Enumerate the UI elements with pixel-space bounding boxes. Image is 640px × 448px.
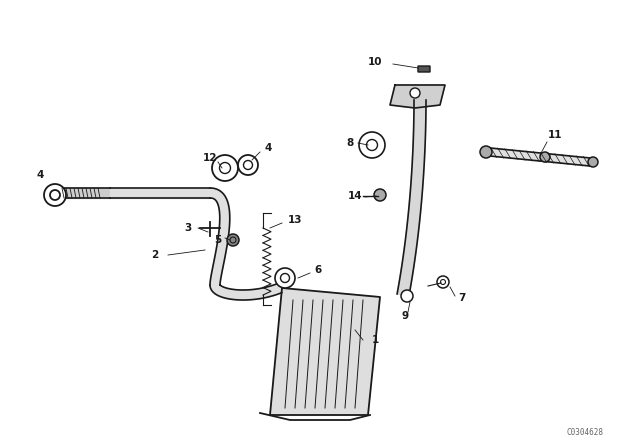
Circle shape [50, 190, 60, 200]
Circle shape [588, 157, 598, 167]
Circle shape [212, 155, 238, 181]
Text: 11: 11 [548, 130, 563, 140]
Text: C0304628: C0304628 [566, 427, 604, 436]
Circle shape [275, 268, 295, 288]
Text: 13: 13 [288, 215, 302, 225]
Circle shape [359, 132, 385, 158]
Text: 9: 9 [401, 311, 408, 321]
Circle shape [437, 276, 449, 288]
Text: 14: 14 [348, 191, 362, 201]
Circle shape [227, 234, 239, 246]
Text: 12: 12 [203, 153, 217, 163]
Text: 6: 6 [314, 265, 322, 275]
Text: 1: 1 [371, 335, 379, 345]
Text: 3: 3 [184, 223, 191, 233]
Polygon shape [397, 100, 426, 296]
Polygon shape [490, 148, 590, 166]
Circle shape [440, 280, 445, 284]
Text: 4: 4 [264, 143, 272, 153]
Circle shape [220, 163, 230, 173]
Circle shape [44, 184, 66, 206]
Circle shape [230, 237, 236, 243]
Circle shape [374, 189, 386, 201]
Polygon shape [210, 188, 230, 285]
Circle shape [367, 139, 378, 151]
Circle shape [280, 273, 289, 283]
Polygon shape [390, 85, 445, 108]
Circle shape [480, 146, 492, 158]
Text: 5: 5 [214, 235, 221, 245]
Polygon shape [110, 188, 210, 198]
Polygon shape [210, 283, 282, 300]
Text: 8: 8 [346, 138, 354, 148]
Text: 4: 4 [36, 170, 44, 180]
Text: 2: 2 [152, 250, 159, 260]
Circle shape [540, 152, 550, 162]
Circle shape [243, 160, 253, 169]
FancyBboxPatch shape [418, 66, 430, 72]
Polygon shape [270, 288, 380, 415]
Circle shape [238, 155, 258, 175]
Text: 10: 10 [368, 57, 382, 67]
Circle shape [401, 290, 413, 302]
Polygon shape [62, 188, 110, 198]
Text: 7: 7 [458, 293, 466, 303]
Circle shape [410, 88, 420, 98]
